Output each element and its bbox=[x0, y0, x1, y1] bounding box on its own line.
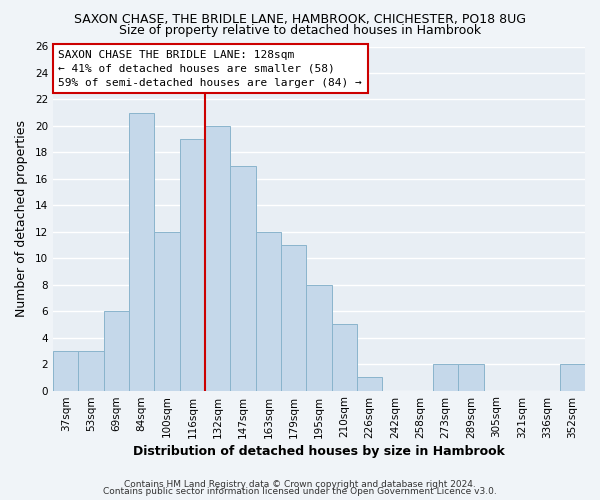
Text: SAXON CHASE, THE BRIDLE LANE, HAMBROOK, CHICHESTER, PO18 8UG: SAXON CHASE, THE BRIDLE LANE, HAMBROOK, … bbox=[74, 12, 526, 26]
Bar bbox=[433, 364, 458, 390]
Bar bbox=[180, 139, 205, 390]
Bar bbox=[129, 112, 154, 390]
Text: SAXON CHASE THE BRIDLE LANE: 128sqm
← 41% of detached houses are smaller (58)
59: SAXON CHASE THE BRIDLE LANE: 128sqm ← 41… bbox=[58, 50, 362, 88]
X-axis label: Distribution of detached houses by size in Hambrook: Distribution of detached houses by size … bbox=[133, 444, 505, 458]
Bar bbox=[230, 166, 256, 390]
Bar bbox=[560, 364, 585, 390]
Y-axis label: Number of detached properties: Number of detached properties bbox=[15, 120, 28, 317]
Bar bbox=[458, 364, 484, 390]
Text: Contains public sector information licensed under the Open Government Licence v3: Contains public sector information licen… bbox=[103, 487, 497, 496]
Bar bbox=[53, 351, 79, 391]
Bar bbox=[332, 324, 357, 390]
Bar bbox=[281, 245, 307, 390]
Bar bbox=[357, 378, 382, 390]
Text: Contains HM Land Registry data © Crown copyright and database right 2024.: Contains HM Land Registry data © Crown c… bbox=[124, 480, 476, 489]
Bar bbox=[104, 311, 129, 390]
Bar bbox=[205, 126, 230, 390]
Bar bbox=[154, 232, 180, 390]
Bar bbox=[307, 284, 332, 391]
Text: Size of property relative to detached houses in Hambrook: Size of property relative to detached ho… bbox=[119, 24, 481, 37]
Bar bbox=[256, 232, 281, 390]
Bar bbox=[79, 351, 104, 391]
